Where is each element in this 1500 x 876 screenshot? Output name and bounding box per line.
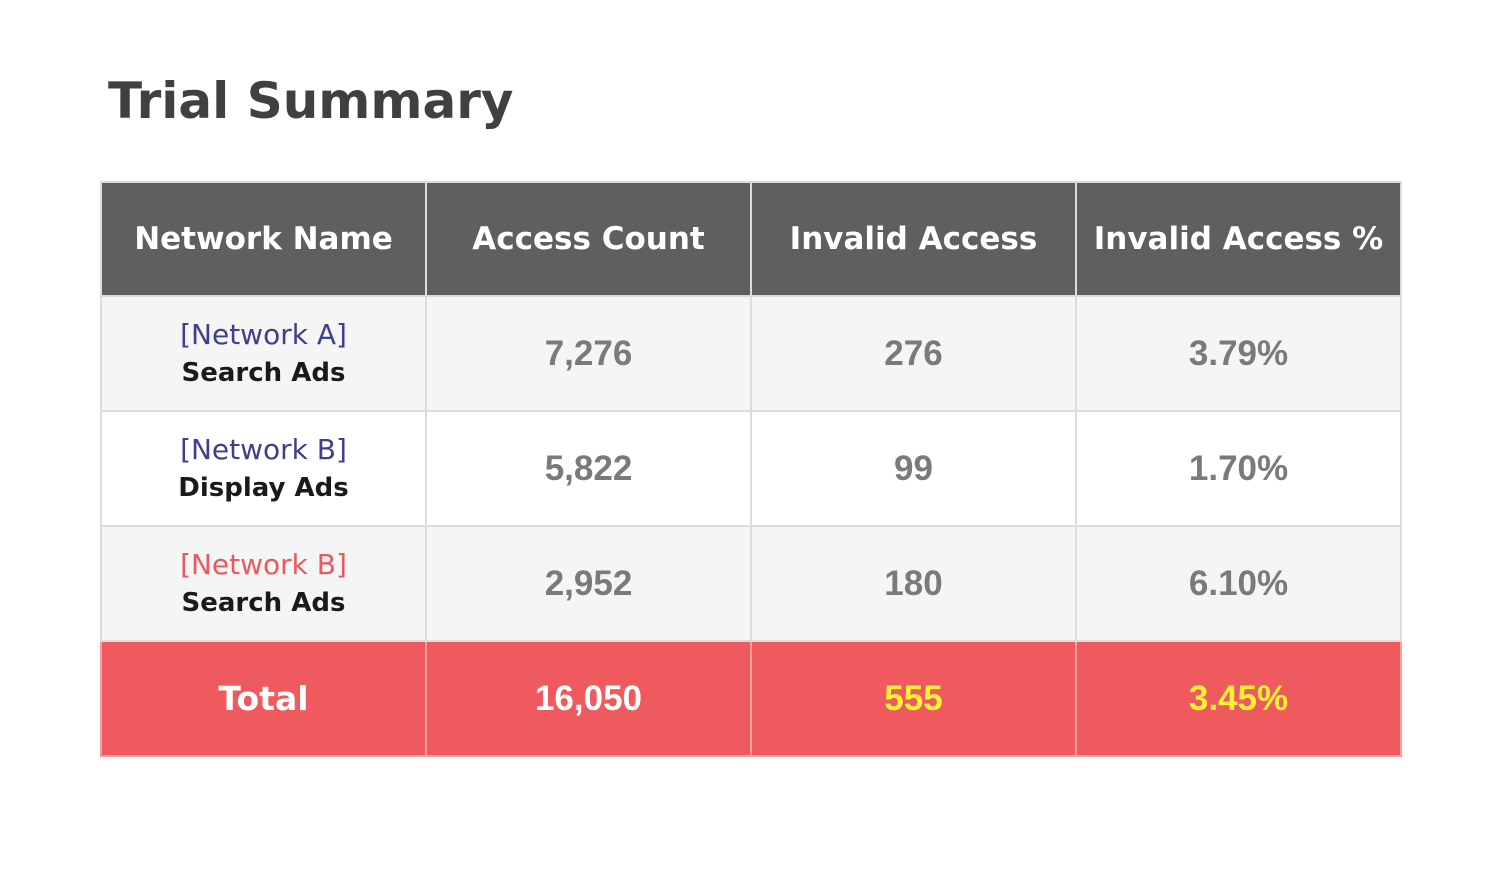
invalid-access-cell: 180 [750, 525, 1077, 642]
access-count-cell: 7,276 [425, 295, 752, 412]
table-row: [Network B] Search Ads 2,952 180 6.10% [100, 525, 1402, 642]
network-label: [Network B] [180, 547, 347, 581]
invalid-access-cell: 99 [750, 410, 1077, 527]
invalid-pct-cell: 6.10% [1075, 525, 1402, 642]
invalid-access-cell: 276 [750, 295, 1077, 412]
header-network-name: Network Name [100, 181, 427, 297]
page-title: Trial Summary [108, 72, 514, 130]
table-header-row: Network Name Access Count Invalid Access… [100, 181, 1402, 297]
ad-type-label: Display Ads [178, 472, 349, 503]
invalid-pct-cell: 1.70% [1075, 410, 1402, 527]
ad-type-label: Search Ads [181, 587, 346, 618]
network-label: [Network A] [180, 317, 347, 351]
table-row: [Network B] Display Ads 5,822 99 1.70% [100, 410, 1402, 527]
table-row: [Network A] Search Ads 7,276 276 3.79% [100, 295, 1402, 412]
total-row: Total 16,050 555 3.45% [100, 640, 1402, 757]
network-name-cell: [Network B] Display Ads [100, 410, 427, 527]
total-invalid-pct: 3.45% [1075, 640, 1402, 757]
access-count-cell: 2,952 [425, 525, 752, 642]
header-invalid-access: Invalid Access [750, 181, 1077, 297]
total-label: Total [100, 640, 427, 757]
access-count-cell: 5,822 [425, 410, 752, 527]
total-access-count: 16,050 [425, 640, 752, 757]
header-invalid-access-pct: Invalid Access % [1075, 181, 1402, 297]
invalid-pct-cell: 3.79% [1075, 295, 1402, 412]
trial-summary-table: Network Name Access Count Invalid Access… [100, 181, 1402, 757]
header-access-count: Access Count [425, 181, 752, 297]
network-name-cell: [Network A] Search Ads [100, 295, 427, 412]
network-name-cell: [Network B] Search Ads [100, 525, 427, 642]
network-label: [Network B] [180, 432, 347, 466]
total-invalid-access: 555 [750, 640, 1077, 757]
ad-type-label: Search Ads [181, 357, 346, 388]
